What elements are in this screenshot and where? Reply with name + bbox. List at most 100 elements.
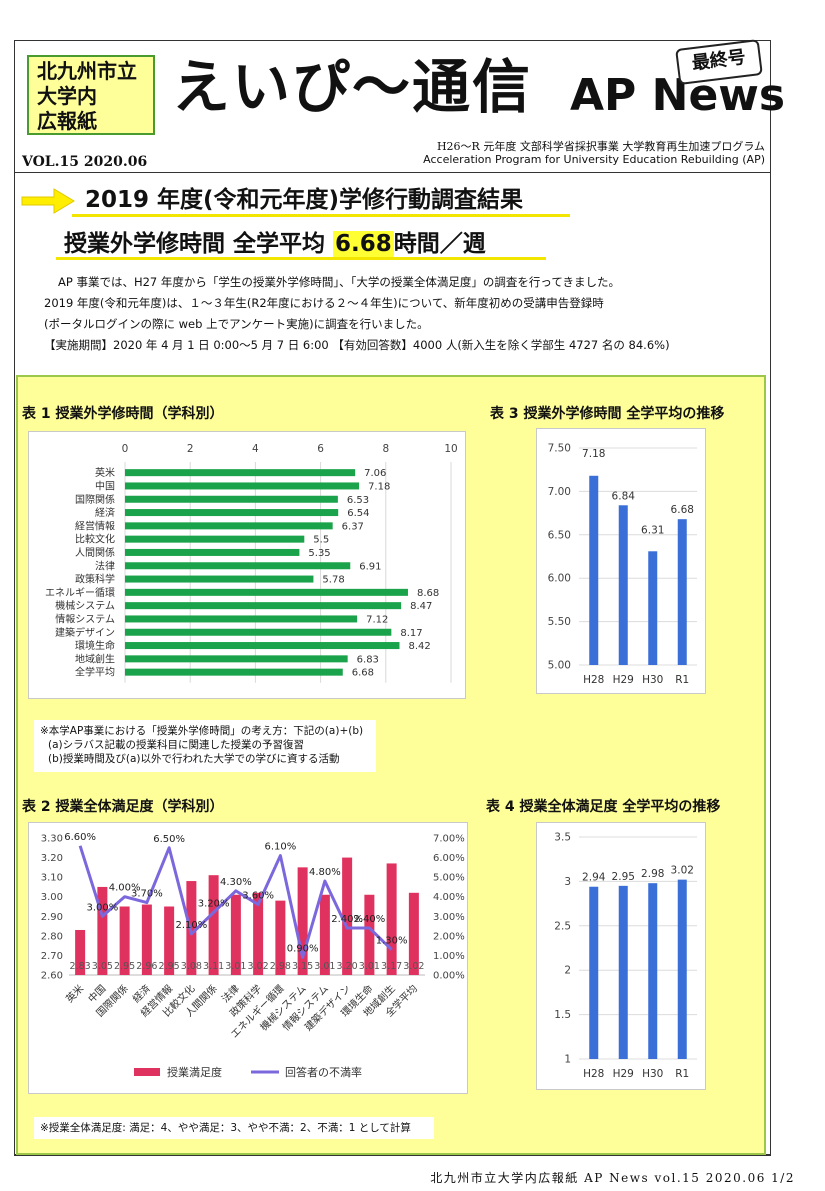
chart2-y2-tick-label: 4.00%	[433, 892, 465, 903]
chart1-value-label: 8.17	[400, 628, 422, 639]
chart1-value-label: 8.42	[408, 641, 430, 652]
chart3-bar	[677, 519, 687, 665]
chart1-category-label: 国際関係	[75, 494, 115, 506]
table2-caption: 表 2 授業全体満足度（学科別）	[22, 799, 224, 815]
chart4-bar	[618, 885, 628, 1059]
chart2-line-value-label: 6.10%	[264, 842, 296, 853]
chart1-x-tick-label: 4	[252, 443, 259, 455]
chart2-legend-label: 授業満足度	[167, 1065, 222, 1079]
chart2-bar-value-label: 3.08	[181, 961, 202, 972]
table4-caption: 表 4 授業全体満足度 全学平均の推移	[486, 799, 721, 815]
chart1-category-label: 地域創生	[75, 652, 115, 665]
intro-line: 2019 年度(令和元年度)は、１～３年生(R2年度における２～４年生)について…	[44, 296, 604, 310]
chart3-y-tick-label: 5.00	[548, 660, 571, 672]
chart2-line-value-label: 2.10%	[175, 920, 207, 931]
arrow-right-icon	[21, 188, 75, 214]
chart2-line-value-label: 4.30%	[220, 877, 252, 888]
chart3-value-label: 7.18	[582, 448, 605, 460]
chart2-bar-value-label: 3.01	[359, 961, 380, 972]
table3-caption: 表 3 授業外学修時間 全学平均の推移	[490, 406, 725, 422]
chart1-bar	[125, 668, 343, 676]
intro-line: AP 事業では、H27 年度から「学生の授業外学修時間」、「大学の授業全体満足度…	[58, 275, 620, 289]
intro-text: AP 事業では、H27 年度から「学生の授業外学修時間」、「大学の授業全体満足度…	[44, 272, 764, 356]
newsletter-title: えいぴ～通信	[172, 53, 533, 121]
chart1-category-label: 経済	[95, 506, 115, 519]
chart3-y-tick-label: 7.00	[548, 486, 571, 498]
chart1-bar	[125, 548, 300, 556]
headline-subtitle-post: 時間／週	[393, 231, 486, 257]
chart2-bar	[342, 857, 353, 975]
chart1-x-tick-label: 2	[187, 443, 194, 455]
chart1-value-label: 5.5	[313, 535, 329, 546]
chart2-bar	[408, 892, 419, 975]
chart1-x-tick-label: 0	[122, 443, 129, 455]
chart1-value-label: 7.06	[364, 468, 386, 479]
chart1-bar	[125, 522, 333, 530]
chart1-value-label: 8.47	[410, 601, 432, 612]
chart4-box: 3.5 3 2.5 2 1.5 1 2.94 H28 2.95 H29 2.98 H30 3.02 R1	[536, 822, 706, 1090]
note-line: ※本学AP事業における「授業外学修時間」の考え方：下記の(a)+(b)	[40, 725, 364, 737]
chart3-value-label: 6.31	[641, 524, 664, 536]
footer-text: 北九州市立大学内広報紙 AP News vol.15 2020.06 1/2	[430, 1171, 795, 1185]
headline-underline	[72, 214, 570, 217]
chart1-bar	[125, 642, 400, 650]
chart1-value-label: 6.83	[357, 654, 379, 665]
chart2-bar-value-label: 3.17	[381, 961, 402, 972]
logo-box: 北九州市立 大学内 広報紙	[27, 55, 155, 135]
newsletter-title-en: AP News	[570, 70, 786, 121]
chart1-category-label: 経営情報	[75, 519, 115, 532]
chart2-bar	[386, 863, 397, 975]
chart1-value-label: 5.35	[308, 548, 330, 559]
chart1-bar	[125, 469, 356, 477]
chart1-category-label: 比較文化	[75, 533, 115, 546]
chart3-y-tick-label: 6.00	[548, 573, 571, 585]
intro-line: (ポータルログインの際に web 上でアンケート実施)に調査を行いました。	[44, 317, 429, 331]
chart1-value-label: 8.68	[417, 588, 439, 599]
chart1-value-label: 5.78	[322, 575, 344, 586]
chart1-value-label: 6.54	[347, 508, 369, 519]
chart4-y-tick-label: 1	[564, 1054, 571, 1066]
chart2-y2-tick-label: 2.00%	[433, 931, 465, 942]
chart1-category-label: 英米	[95, 466, 115, 479]
chart1-bar	[125, 588, 408, 596]
chart2-category-label: 英米	[63, 982, 86, 1005]
chart1-bar	[125, 602, 402, 610]
chart2-bar	[297, 867, 308, 975]
chart1-category-label: 政策科学	[75, 573, 115, 586]
chart1-value-label: 6.37	[342, 521, 364, 532]
chart4-x-tick-label: H29	[613, 1068, 634, 1080]
headline-subtitle: 授業外学修時間 全学平均 6.68時間／週	[64, 224, 486, 258]
chart1-bar	[125, 495, 338, 503]
chart3-x-tick-label: H29	[613, 674, 634, 686]
chart4-bar	[589, 886, 599, 1059]
chart2-y-tick-label: 2.80	[41, 931, 63, 942]
chart2-y2-tick-label: 5.00%	[433, 873, 465, 884]
chart2-bar	[364, 894, 375, 975]
chart3-bar	[589, 475, 599, 665]
chart4-svg: 3.5 3 2.5 2 1.5 1 2.94 H28 2.95 H29 2.98 H30 3.02 R1	[554, 832, 697, 1080]
chart1-category-label: 機械システム	[55, 599, 115, 612]
chart2-bar	[253, 892, 264, 975]
intro-line: 【実施期間】2020 年 4 月 1 日 0:00～5 月 7 日 6:00 【…	[44, 338, 670, 352]
chart1-category-label: 建築デザイン	[55, 626, 115, 639]
headline-subtitle-pre: 授業外学修時間 全学平均	[64, 231, 334, 257]
chart3-svg: 7.50 7.00 6.50 6.00 5.50 5.00 7.18 H28 6.84 H29 6.…	[548, 443, 697, 686]
chart2-bar-value-label: 3.02	[248, 961, 269, 972]
chart1-bar	[125, 482, 360, 490]
chart2-line-value-label: 6.60%	[64, 832, 96, 843]
chart2-bar-value-label: 2.98	[270, 961, 291, 972]
chart3-y-tick-label: 6.50	[548, 529, 571, 541]
chart2-line-value-label: 3.20%	[198, 898, 230, 909]
chart2-line-value-label: 3.00%	[86, 902, 118, 913]
logo-line: 広報紙	[37, 109, 97, 133]
chart2-bar-value-label: 3.01	[314, 961, 335, 972]
chart1-category-label: 全学平均	[75, 666, 115, 679]
chart2-box: 3.30 3.20 3.10 3.00 2.90 2.80 2.70 2.60 7.00% 6.0…	[28, 822, 468, 1094]
chart2-svg: 3.30 3.20 3.10 3.00 2.90 2.80 2.70 2.60 7.00% 6.0…	[41, 832, 465, 1079]
chart3-x-tick-label: H28	[583, 674, 604, 686]
chart2-bar-value-label: 2.95	[114, 961, 135, 972]
chart2-y-tick-label: 3.00	[41, 892, 63, 903]
chart2-line-value-label: 2.40%	[331, 914, 363, 925]
chart1-bar	[125, 562, 351, 570]
satisfaction-note: ※授業全体満足度: 満足：4、やや満足：3、やや不満：2、不満：1 として計算	[34, 1117, 434, 1139]
